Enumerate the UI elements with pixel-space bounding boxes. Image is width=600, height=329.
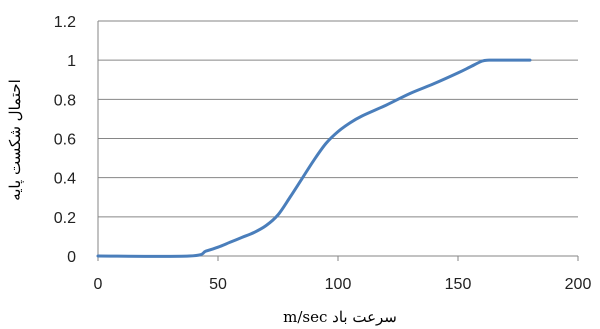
x-axis-label: سرعت باد m/sec bbox=[283, 308, 397, 326]
x-tick-label: 100 bbox=[325, 276, 352, 293]
y-tick-label: 0.4 bbox=[54, 171, 76, 188]
x-tick-label: 200 bbox=[565, 276, 592, 293]
y-axis-label: احتمال شکست پایه bbox=[6, 79, 24, 201]
y-tick-label: 1 bbox=[67, 53, 76, 70]
x-tick-label: 50 bbox=[209, 276, 227, 293]
y-tick-label: 0.2 bbox=[54, 210, 76, 227]
x-tick-label: 150 bbox=[445, 276, 472, 293]
y-tick-labels: 0 0.2 0.4 0.6 0.8 1 1.2 bbox=[54, 14, 76, 266]
x-tick-labels: 0 50 100 150 200 bbox=[94, 276, 592, 293]
axes bbox=[97, 21, 579, 261]
series-group bbox=[96, 58, 532, 258]
y-tick-label: 0 bbox=[67, 249, 76, 266]
x-tick-label: 0 bbox=[94, 276, 103, 293]
gridlines bbox=[98, 20, 578, 218]
y-tick-label: 0.6 bbox=[54, 132, 76, 149]
series-line-0 bbox=[96, 58, 532, 258]
y-tick-label: 1.2 bbox=[54, 14, 76, 31]
y-tick-label: 0.8 bbox=[54, 92, 76, 109]
